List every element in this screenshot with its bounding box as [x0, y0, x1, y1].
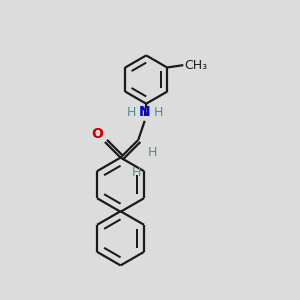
Text: H: H	[148, 146, 157, 159]
Text: H: H	[132, 167, 141, 179]
Text: N: N	[139, 105, 151, 119]
Text: O: O	[92, 127, 104, 140]
Text: H: H	[127, 106, 136, 119]
Text: CH₃: CH₃	[184, 58, 207, 72]
Text: H: H	[154, 106, 163, 119]
